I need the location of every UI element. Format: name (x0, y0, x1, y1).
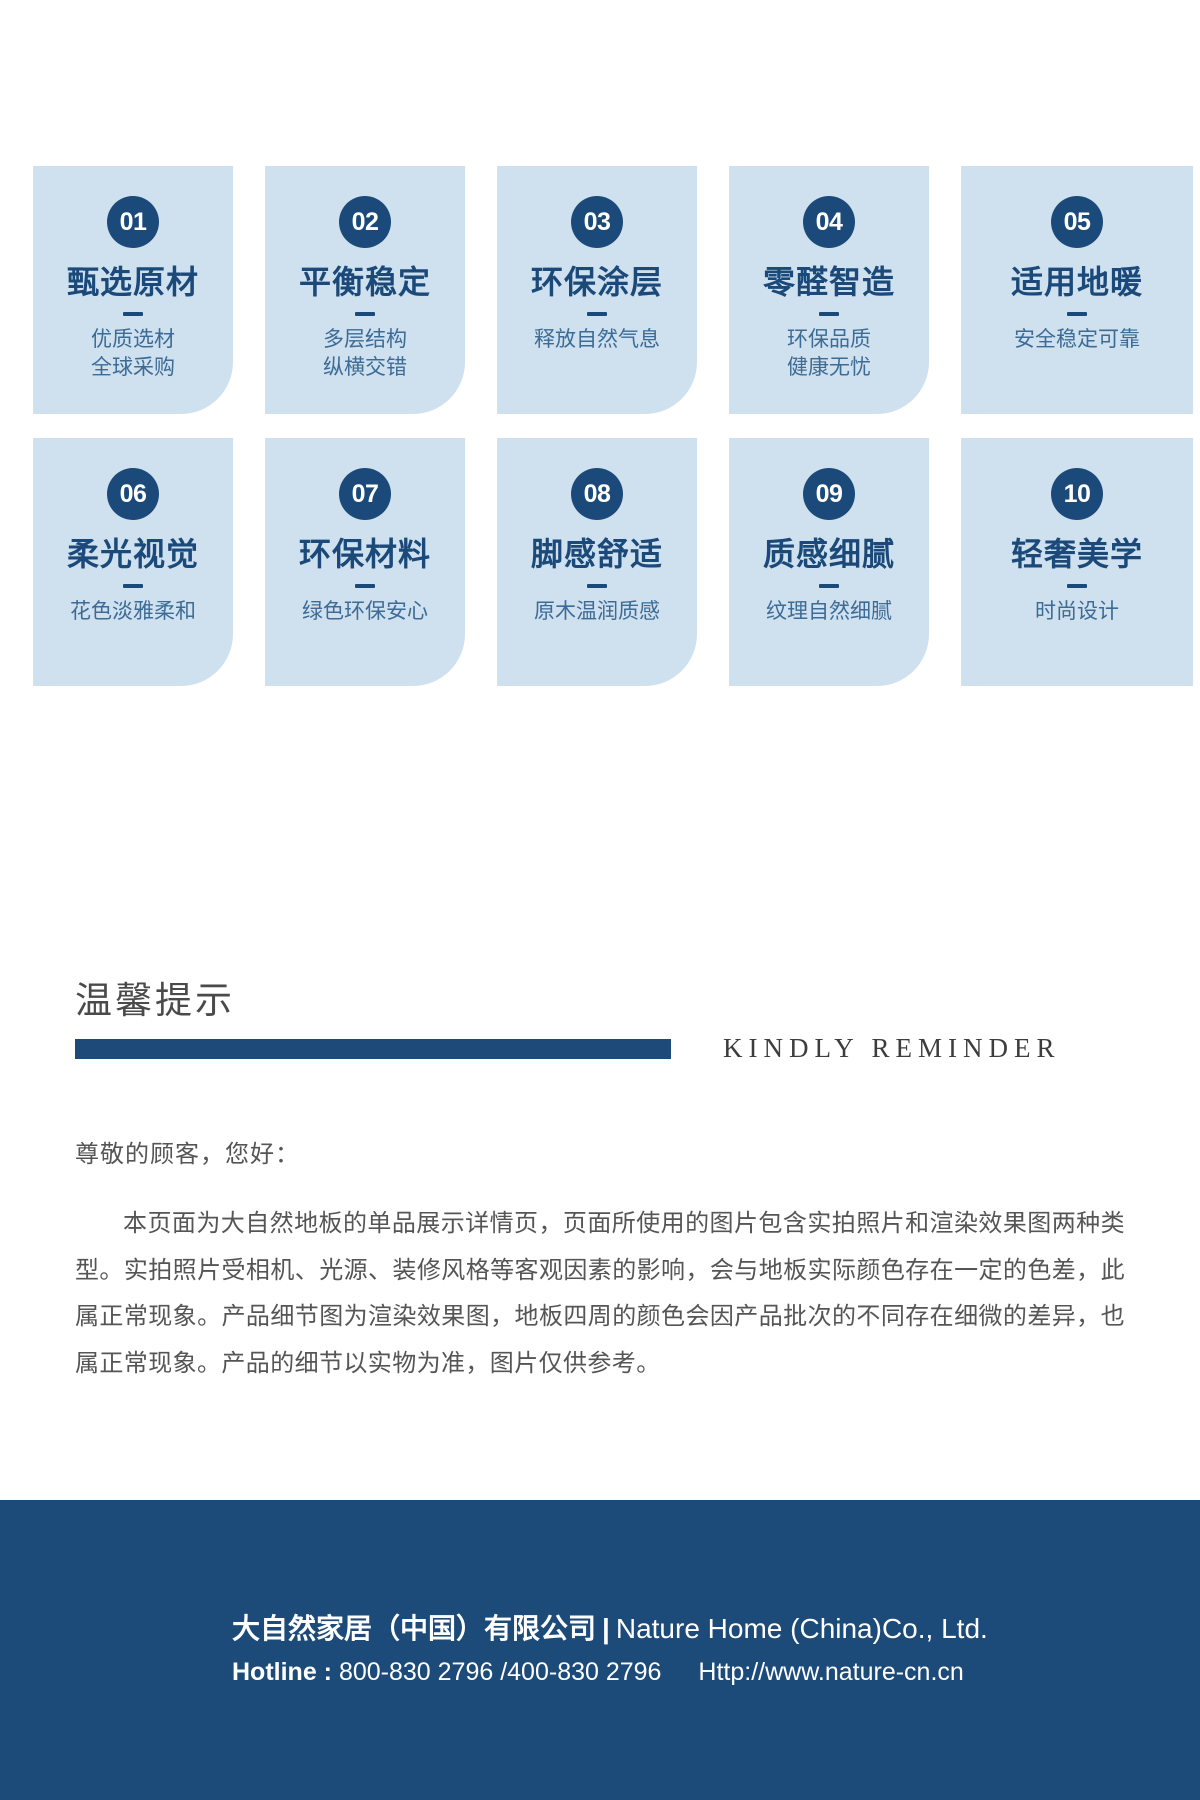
feature-title: 环保材料 (298, 536, 431, 572)
feature-title: 脚感舒适 (530, 536, 663, 572)
feature-number-badge: 06 (107, 468, 159, 520)
feature-subtitle-line-1: 绿色环保安心 (302, 599, 428, 623)
footer-hotline-label: Hotline : (232, 1658, 332, 1687)
feature-card-10[interactable]: 10 轻奢美学 时尚设计 (961, 438, 1193, 686)
feature-number-badge: 08 (571, 468, 623, 520)
feature-number-badge: 09 (803, 468, 855, 520)
divider-dash-icon (355, 583, 375, 588)
feature-card-07[interactable]: 07 环保材料 绿色环保安心 (265, 438, 465, 686)
divider-dash-icon (819, 311, 839, 316)
feature-number-badge: 05 (1051, 196, 1103, 248)
divider-dash-icon (587, 311, 607, 316)
feature-subtitle-line-1: 环保品质 (787, 327, 871, 351)
feature-title: 甄选原材 (66, 264, 199, 300)
feature-subtitle-line-2: 健康无忧 (787, 355, 871, 379)
feature-card-02[interactable]: 02 平衡稳定 多层结构 纵横交错 (265, 166, 465, 414)
feature-subtitle-line-1: 优质选材 (91, 327, 175, 351)
feature-subtitle-line-2: 全球采购 (91, 355, 175, 379)
feature-title: 轻奢美学 (1010, 536, 1143, 572)
feature-subtitle-line-1: 纹理自然细腻 (766, 599, 892, 623)
feature-subtitle-line-2: 纵横交错 (323, 355, 407, 379)
feature-number-badge: 03 (571, 196, 623, 248)
feature-subtitle-line-1: 时尚设计 (1035, 599, 1119, 623)
reminder-title-cn: 温馨提示 (75, 980, 235, 1021)
reminder-header: 温馨提示 KINDLY REMINDER (0, 982, 1200, 1064)
reminder-paragraph: 本页面为大自然地板的单品展示详情页，页面所使用的图片包含实拍照片和渲染效果图两种… (75, 1209, 1125, 1378)
reminder-greeting: 尊敬的顾客，您好： (75, 1141, 300, 1168)
footer-separator: | (602, 1613, 610, 1645)
feature-number-badge: 10 (1051, 468, 1103, 520)
footer-bar: 大自然家居（中国）有限公司 | Nature Home (China)Co., Lt… (0, 1500, 1200, 1800)
feature-card-09[interactable]: 09 质感细腻 纹理自然细腻 (729, 438, 929, 686)
footer-website-link[interactable]: Http://www.nature-cn.cn (698, 1658, 964, 1687)
divider-dash-icon (819, 583, 839, 588)
feature-grid: 01 甄选原材 优质选材 全球采购 02 平衡稳定 多层结构 纵横交错 03 环… (0, 0, 1200, 686)
divider-dash-icon (355, 311, 375, 316)
feature-card-05[interactable]: 05 适用地暖 安全稳定可靠 (961, 166, 1193, 414)
feature-card-01[interactable]: 01 甄选原材 优质选材 全球采购 (33, 166, 233, 414)
feature-number-badge: 04 (803, 196, 855, 248)
reminder-title-bar-row: KINDLY REMINDER (75, 1033, 1180, 1064)
divider-dash-icon (123, 311, 143, 316)
reminder-body: 尊敬的顾客，您好： 本页面为大自然地板的单品展示详情页，页面所使用的图片包含实拍… (0, 1132, 1200, 1388)
divider-dash-icon (587, 583, 607, 588)
reminder-accent-bar (75, 1038, 671, 1059)
feature-subtitle-line-1: 花色淡雅柔和 (70, 599, 196, 623)
feature-number-badge: 02 (339, 196, 391, 248)
feature-title: 环保涂层 (530, 264, 663, 300)
divider-dash-icon (1067, 311, 1087, 316)
feature-row-1: 01 甄选原材 优质选材 全球采购 02 平衡稳定 多层结构 纵横交错 03 环… (0, 0, 1200, 414)
feature-card-03[interactable]: 03 环保涂层 释放自然气息 (497, 166, 697, 414)
feature-number-badge: 01 (107, 196, 159, 248)
feature-title: 零醛智造 (762, 264, 895, 300)
footer-company-cn: 大自然家居（中国）有限公司 (232, 1613, 597, 1645)
feature-title: 柔光视觉 (66, 536, 199, 572)
feature-title: 质感细腻 (762, 536, 895, 572)
feature-card-06[interactable]: 06 柔光视觉 花色淡雅柔和 (33, 438, 233, 686)
divider-dash-icon (1067, 583, 1087, 588)
kindly-reminder-section: 温馨提示 KINDLY REMINDER 尊敬的顾客，您好： 本页面为大自然地板… (0, 982, 1200, 1388)
footer-hotline-value: 800-830 2796 /400-830 2796 (338, 1658, 662, 1687)
feature-title: 平衡稳定 (298, 264, 431, 300)
divider-dash-icon (123, 583, 143, 588)
feature-subtitle-line-1: 多层结构 (323, 327, 407, 351)
feature-number-badge: 07 (339, 468, 391, 520)
feature-subtitle-line-1: 释放自然气息 (534, 327, 660, 351)
reminder-title-en: KINDLY REMINDER (723, 1033, 1061, 1063)
feature-subtitle-line-1: 安全稳定可靠 (1014, 327, 1140, 351)
feature-subtitle-line-1: 原木温润质感 (534, 599, 660, 623)
footer-company-line: 大自然家居（中国）有限公司 | Nature Home (China)Co., Lt… (232, 1608, 1200, 1650)
footer-company-en: Nature Home (China)Co., Ltd. (615, 1613, 988, 1645)
feature-card-04[interactable]: 04 零醛智造 环保品质 健康无忧 (729, 166, 929, 414)
feature-card-08[interactable]: 08 脚感舒适 原木温润质感 (497, 438, 697, 686)
feature-title: 适用地暖 (1010, 264, 1143, 300)
footer-contact-line: Hotline : 800-830 2796 /400-830 2796 Htt… (232, 1654, 1200, 1692)
feature-row-2: 06 柔光视觉 花色淡雅柔和 07 环保材料 绿色环保安心 08 脚感舒适 原木… (0, 414, 1200, 686)
